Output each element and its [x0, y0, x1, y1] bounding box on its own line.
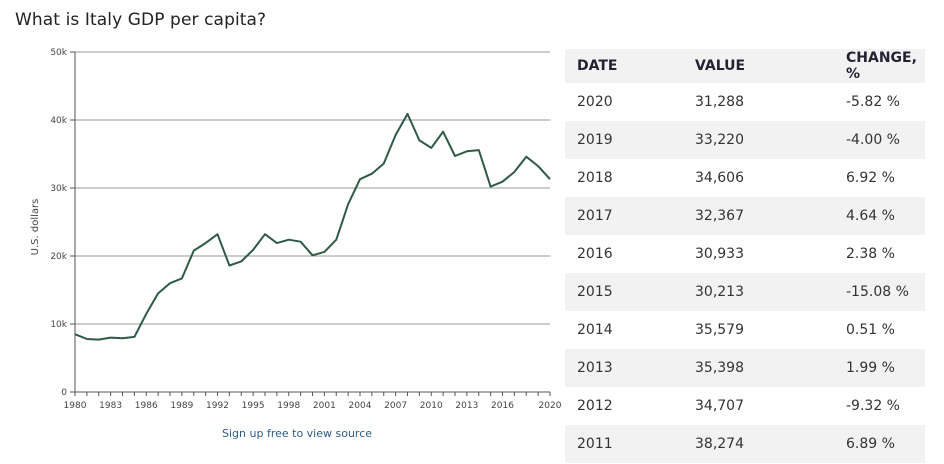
- cell-change: 0.51 %: [846, 311, 925, 349]
- cell-change: -4.00 %: [846, 121, 925, 159]
- y-tick-label: 50k: [50, 48, 67, 58]
- table-row: 2017 32,367 4.64 %: [565, 197, 925, 235]
- cell-date: 2011: [565, 425, 695, 463]
- cell-date: 2014: [565, 311, 695, 349]
- gdp-data-table: DATE VALUE CHANGE, % 2020 31,288 -5.82 % 20…: [565, 49, 925, 463]
- cell-value: 34,606: [695, 159, 846, 197]
- table-header-row: DATE VALUE CHANGE, %: [565, 49, 925, 83]
- table-row: 2020 31,288 -5.82 %: [565, 83, 925, 121]
- cell-date: 2016: [565, 235, 695, 273]
- y-tick-label: 10k: [50, 320, 67, 330]
- cell-value: 38,274: [695, 425, 846, 463]
- cell-change: 2.38 %: [846, 235, 925, 273]
- source-link[interactable]: Sign up free to view source: [222, 427, 373, 440]
- x-tick-label: 2004: [349, 401, 372, 411]
- y-tick-label: 20k: [50, 252, 67, 262]
- table-row: 2013 35,398 1.99 %: [565, 349, 925, 387]
- x-tick-label: 2007: [384, 401, 407, 411]
- page-title: What is Italy GDP per capita?: [15, 10, 267, 30]
- x-tick-label: 1995: [242, 401, 265, 411]
- cell-value: 33,220: [695, 121, 846, 159]
- cell-date: 2012: [565, 387, 695, 425]
- x-tick-label: 2016: [491, 401, 514, 411]
- gdp-line-chart: 0 10k 20k 30k 40k 50k 1980 1983 1986 1989 1992 1995…: [0, 40, 562, 450]
- cell-date: 2013: [565, 349, 695, 387]
- col-header-change[interactable]: CHANGE, %: [846, 49, 925, 83]
- y-tick-label: 30k: [50, 184, 67, 194]
- table-row: 2014 35,579 0.51 %: [565, 311, 925, 349]
- cell-change: 4.64 %: [846, 197, 925, 235]
- cell-value: 30,213: [695, 273, 846, 311]
- table-row: 2016 30,933 2.38 %: [565, 235, 925, 273]
- x-tick-label: 1983: [99, 401, 122, 411]
- x-tick-label: 1989: [170, 401, 193, 411]
- table-row: 2019 33,220 -4.00 %: [565, 121, 925, 159]
- cell-value: 34,707: [695, 387, 846, 425]
- cell-change: 1.99 %: [846, 349, 925, 387]
- cell-value: 31,288: [695, 83, 846, 121]
- cell-change: -9.32 %: [846, 387, 925, 425]
- cell-value: 35,398: [695, 349, 846, 387]
- cell-change: -5.82 %: [846, 83, 925, 121]
- x-tick-label: 2001: [313, 401, 336, 411]
- cell-value: 30,933: [695, 235, 846, 273]
- cell-date: 2017: [565, 197, 695, 235]
- cell-change: 6.92 %: [846, 159, 925, 197]
- series-line: [74, 112, 551, 341]
- table-row: 2012 34,707 -9.32 %: [565, 387, 925, 425]
- cell-value: 35,579: [695, 311, 846, 349]
- x-tick-label: 1992: [206, 401, 229, 411]
- table-row: 2018 34,606 6.92 %: [565, 159, 925, 197]
- x-tick-label: 2010: [420, 401, 443, 411]
- cell-value: 32,367: [695, 197, 846, 235]
- x-tick-label: 1998: [277, 401, 300, 411]
- y-tick-label: 0: [61, 388, 67, 398]
- table-body: 2020 31,288 -5.82 % 2019 33,220 -4.00 % 2018 34…: [565, 83, 925, 463]
- cell-date: 2018: [565, 159, 695, 197]
- x-tick-label: 1986: [135, 401, 158, 411]
- x-tick-label: 1980: [64, 401, 87, 411]
- col-header-date[interactable]: DATE: [565, 49, 695, 83]
- x-tick-label: 2020: [539, 401, 562, 411]
- cell-date: 2015: [565, 273, 695, 311]
- cell-change: 6.89 %: [846, 425, 925, 463]
- table-row: 2011 38,274 6.89 %: [565, 425, 925, 463]
- cell-date: 2020: [565, 83, 695, 121]
- x-tick-label: 2013: [455, 401, 478, 411]
- cell-change: -15.08 %: [846, 273, 925, 311]
- cell-date: 2019: [565, 121, 695, 159]
- table-row: 2015 30,213 -15.08 %: [565, 273, 925, 311]
- y-tick-label: 40k: [50, 116, 67, 126]
- chart-svg: 0 10k 20k 30k 40k 50k 1980 1983 1986 1989 1992 1995…: [30, 48, 562, 411]
- y-axis-label: U.S. dollars: [30, 199, 41, 256]
- col-header-value[interactable]: VALUE: [695, 49, 846, 83]
